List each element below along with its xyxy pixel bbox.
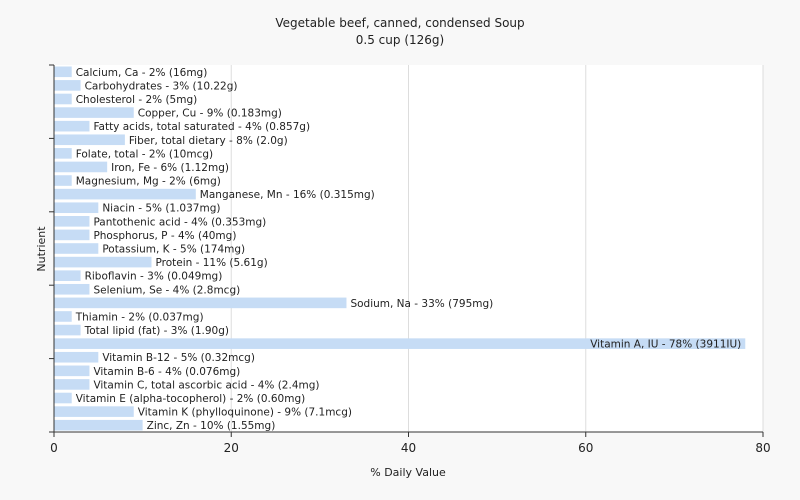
- bar: [54, 324, 81, 336]
- bar: [54, 311, 72, 322]
- bar: [54, 216, 90, 227]
- bar: [54, 256, 152, 268]
- x-axis-label: % Daily Value: [370, 466, 446, 479]
- bar-label: Vitamin B-6 - 4% (0.076mg): [93, 366, 240, 378]
- bar-label: Vitamin C, total ascorbic acid - 4% (2.4…: [93, 379, 319, 391]
- bar: [54, 392, 72, 404]
- bar: [54, 419, 143, 431]
- bar-label: Vitamin K (phylloquinone) - 9% (7.1mcg): [138, 407, 352, 419]
- bar-label: Carbohydrates - 3% (10.22g): [85, 80, 238, 92]
- bar-label: Zinc, Zn - 10% (1.55mg): [147, 420, 276, 432]
- bar: [54, 120, 90, 132]
- bar: [54, 379, 90, 390]
- bar-label: Total lipid (fat) - 3% (1.90g): [84, 325, 229, 337]
- x-tick-label: 80: [755, 441, 770, 455]
- bar: [54, 270, 81, 281]
- bar-label: Vitamin A, IU - 78% (3911IU): [590, 339, 741, 351]
- bar-label: Thiamin - 2% (0.037mg): [75, 311, 204, 323]
- bar-label: Niacin - 5% (1.037mg): [102, 203, 220, 215]
- bar-label: Manganese, Mn - 16% (0.315mg): [200, 189, 375, 201]
- bar-label: Folate, total - 2% (10mcg): [76, 148, 213, 160]
- bar: [54, 297, 347, 309]
- x-tick-label: 40: [401, 441, 416, 455]
- x-tick-label: 20: [224, 441, 239, 455]
- x-tick-label: 0: [50, 441, 58, 455]
- bar-label: Calcium, Ca - 2% (16mg): [76, 67, 208, 79]
- bar-label: Fiber, total dietary - 8% (2.0g): [129, 135, 288, 147]
- y-axis-label: Nutrient: [35, 226, 48, 272]
- bar-label: Cholesterol - 2% (5mg): [76, 94, 198, 106]
- bar: [54, 161, 108, 173]
- bar: [54, 351, 99, 363]
- bar: [54, 107, 134, 118]
- axis-layer: 0 20 40 60 80: [49, 64, 771, 455]
- chart-subtitle: 0.5 cup (126g): [356, 33, 444, 47]
- bar-label: Pantothenic acid - 4% (0.353mg): [93, 216, 266, 228]
- bar-label: Potassium, K - 5% (174mg): [102, 244, 245, 256]
- bar: [54, 202, 99, 214]
- grid-layer: [54, 65, 764, 432]
- bar: [54, 148, 72, 159]
- bar: [54, 175, 72, 186]
- bar-label: Vitamin B-12 - 5% (0.32mcg): [102, 352, 255, 364]
- bar: [54, 188, 196, 200]
- x-tick-label: 60: [578, 441, 593, 455]
- bar-label: Fatty acids, total saturated - 4% (0.857…: [93, 121, 310, 133]
- bar-label: Magnesium, Mg - 2% (6mg): [76, 176, 221, 188]
- bar-label: Riboflavin - 3% (0.049mg): [85, 271, 223, 283]
- bar-label: Copper, Cu - 9% (0.183mg): [138, 108, 282, 120]
- bar: [54, 365, 90, 377]
- bar: [54, 338, 746, 349]
- bar: [54, 406, 134, 417]
- bar: [54, 283, 90, 295]
- bar: [54, 93, 72, 105]
- bar-label: Sodium, Na - 33% (795mg): [350, 298, 493, 310]
- chart-title: Vegetable beef, canned, condensed Soup: [275, 16, 524, 30]
- bar: [54, 243, 99, 254]
- bar: [54, 66, 72, 78]
- bar-layer: Calcium, Ca - 2% (16mg)Carbohydrates - 3…: [54, 66, 746, 432]
- bar: [54, 134, 125, 146]
- bar-label: Iron, Fe - 6% (1.12mg): [111, 162, 229, 174]
- bar: [54, 229, 90, 241]
- bar-label: Vitamin E (alpha-tocopherol) - 2% (0.60m…: [76, 393, 306, 405]
- bar: [54, 80, 81, 91]
- bar-label: Protein - 11% (5.61g): [155, 257, 267, 269]
- bar-label: Phosphorus, P - 4% (40mg): [93, 230, 236, 242]
- bar-label: Selenium, Se - 4% (2.8mcg): [93, 284, 240, 296]
